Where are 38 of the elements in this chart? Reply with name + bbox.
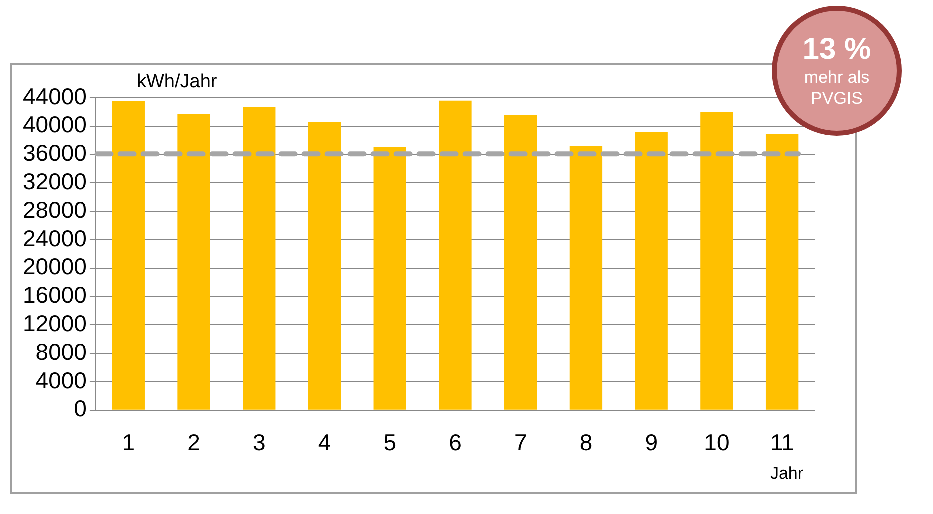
bar	[308, 122, 342, 410]
annotation: mehr als PVGIS	[803, 67, 871, 109]
y-tick-label: 8000	[36, 338, 87, 365]
y-axis-title: kWh/Jahr	[137, 72, 218, 93]
bar	[635, 132, 668, 410]
x-tick-label: 5	[384, 430, 397, 456]
bar	[439, 100, 472, 410]
y-tick-label: 16000	[22, 282, 87, 308]
bar	[570, 146, 603, 410]
y-tick-label: 20000	[22, 254, 87, 280]
x-tick-label: 11	[770, 430, 794, 456]
y-tick-label: 24000	[22, 225, 87, 252]
x-tick-label: 10	[704, 430, 730, 456]
y-tick-label: 28000	[22, 196, 87, 223]
circle-badge: 13 % mehr als PVGIS	[772, 6, 902, 136]
x-tick-label: 1	[122, 430, 136, 456]
y-tick-label: 32000	[22, 168, 87, 195]
y-tick-label: 12000	[22, 310, 87, 337]
x-tick-label: 3	[252, 430, 266, 456]
x-axis-title: Jahr	[770, 464, 804, 484]
x-tick-label: 6	[449, 430, 462, 456]
y-tick-label: 36000	[22, 140, 87, 166]
y-tick-label: 44000	[22, 83, 87, 110]
bar	[374, 146, 406, 410]
bar	[178, 114, 210, 410]
y-tick-label: 0	[74, 396, 87, 422]
x-tick-label: 7	[514, 430, 528, 456]
x-tick-label: 2	[188, 430, 200, 456]
y-tick-label: 40000	[22, 112, 87, 138]
bar	[766, 134, 799, 410]
y-tick-label: 4000	[36, 367, 87, 394]
bar	[504, 115, 538, 410]
x-tick-label: 4	[318, 430, 332, 456]
bar	[112, 102, 145, 410]
bar	[700, 112, 734, 410]
x-tick-label: 8	[580, 430, 593, 456]
x-tick-label: 9	[645, 430, 658, 456]
bar	[243, 107, 276, 410]
